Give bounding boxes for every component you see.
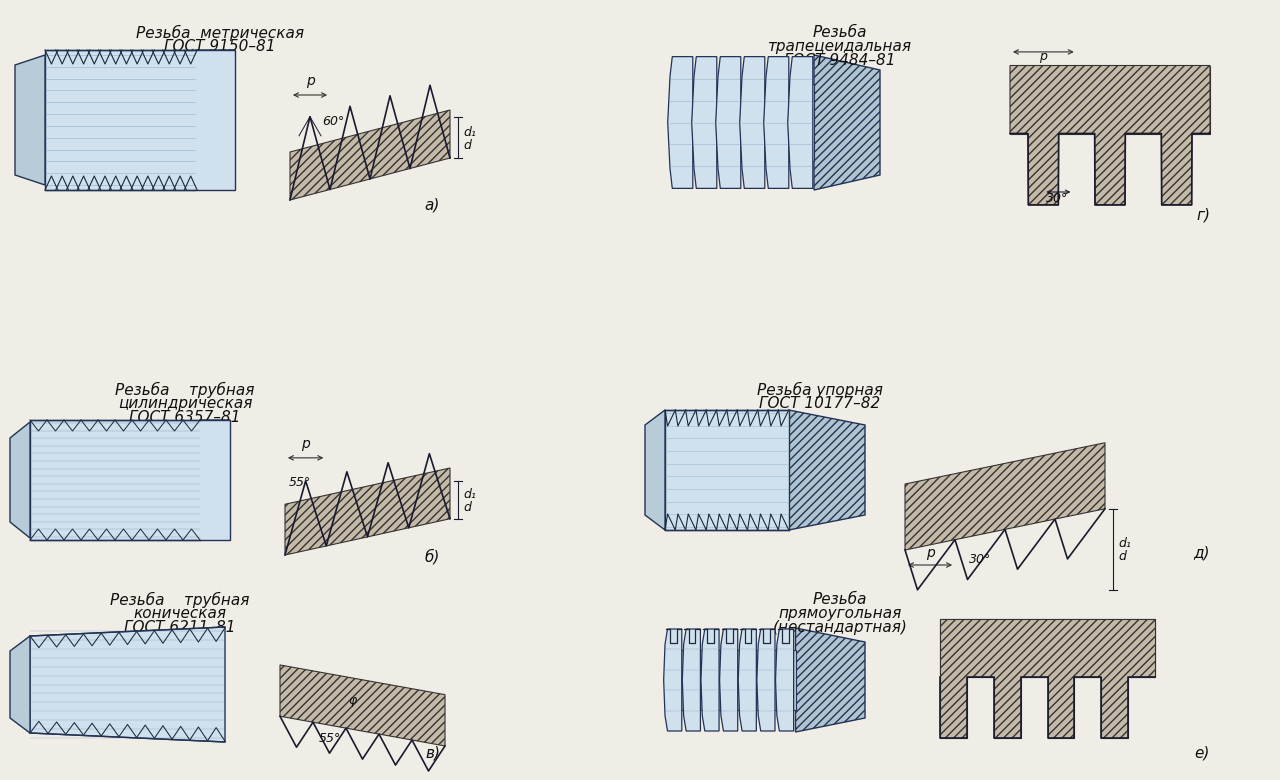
- Polygon shape: [1010, 66, 1210, 133]
- Polygon shape: [45, 50, 236, 190]
- Polygon shape: [280, 665, 445, 746]
- Text: 55°: 55°: [288, 476, 311, 489]
- Polygon shape: [285, 468, 451, 555]
- Polygon shape: [740, 57, 765, 189]
- Polygon shape: [691, 57, 717, 189]
- Polygon shape: [645, 410, 666, 530]
- Text: d: d: [463, 502, 471, 514]
- Text: е): е): [1194, 746, 1210, 761]
- Polygon shape: [719, 629, 737, 731]
- Polygon shape: [666, 650, 795, 710]
- Polygon shape: [10, 636, 29, 733]
- Text: Резьба упорная: Резьба упорная: [756, 382, 883, 398]
- Polygon shape: [788, 410, 865, 530]
- Text: г): г): [1196, 208, 1210, 223]
- Text: p: p: [1039, 51, 1047, 63]
- Polygon shape: [776, 629, 794, 731]
- Text: d₁: d₁: [1117, 537, 1130, 550]
- Text: 30°: 30°: [969, 553, 991, 566]
- Text: Резьба    трубная: Резьба трубная: [115, 382, 255, 398]
- Text: (нестандартная): (нестандартная): [773, 620, 908, 635]
- Polygon shape: [291, 110, 451, 200]
- Text: коническая: коническая: [133, 606, 227, 621]
- Text: d: d: [1117, 550, 1126, 563]
- Polygon shape: [29, 420, 230, 540]
- Text: φ: φ: [348, 694, 357, 707]
- Polygon shape: [701, 629, 719, 731]
- Polygon shape: [669, 83, 814, 161]
- Text: Резьба    трубная: Резьба трубная: [110, 592, 250, 608]
- Polygon shape: [787, 57, 813, 189]
- Text: ГОСТ 9484–81: ГОСТ 9484–81: [785, 53, 896, 68]
- Polygon shape: [814, 55, 881, 190]
- Text: d: d: [463, 139, 471, 152]
- Text: 30°: 30°: [1046, 192, 1068, 205]
- Polygon shape: [795, 628, 865, 732]
- Polygon shape: [666, 410, 788, 530]
- Text: d₁: d₁: [463, 488, 476, 502]
- Text: Резьба: Резьба: [813, 592, 868, 607]
- Text: д): д): [1193, 546, 1210, 561]
- Text: p: p: [306, 74, 315, 88]
- Polygon shape: [739, 629, 756, 731]
- Text: p: p: [925, 546, 934, 560]
- Polygon shape: [756, 629, 774, 731]
- Text: 55°: 55°: [319, 732, 340, 745]
- Text: б): б): [425, 549, 440, 565]
- Text: ГОСТ 10177–82: ГОСТ 10177–82: [759, 396, 881, 411]
- Text: ГОСТ 6211–81: ГОСТ 6211–81: [124, 620, 236, 635]
- Text: в): в): [425, 746, 440, 761]
- Polygon shape: [764, 57, 788, 189]
- Polygon shape: [29, 627, 225, 742]
- Text: трапецеидальная: трапецеидальная: [768, 39, 911, 54]
- Polygon shape: [1010, 66, 1210, 205]
- Polygon shape: [200, 420, 230, 540]
- Text: ГОСТ 6357–81: ГОСТ 6357–81: [129, 410, 241, 425]
- Text: цилиндрическая: цилиндрическая: [118, 396, 252, 411]
- Text: 60°: 60°: [323, 115, 344, 128]
- Polygon shape: [15, 55, 45, 185]
- Polygon shape: [663, 629, 682, 731]
- Polygon shape: [905, 443, 1105, 550]
- Text: p: p: [301, 437, 310, 451]
- Text: Резьба  метрическая: Резьба метрическая: [136, 25, 305, 41]
- Text: прямоугольная: прямоугольная: [778, 606, 901, 621]
- Polygon shape: [10, 422, 29, 538]
- Polygon shape: [682, 629, 700, 731]
- Polygon shape: [940, 619, 1155, 738]
- Text: а): а): [425, 198, 440, 213]
- Polygon shape: [940, 619, 1155, 677]
- Polygon shape: [668, 57, 692, 189]
- Text: Резьба: Резьба: [813, 25, 868, 40]
- Text: d₁: d₁: [463, 126, 476, 139]
- Text: ГОСТ 9150–81: ГОСТ 9150–81: [164, 39, 275, 54]
- Polygon shape: [195, 50, 236, 190]
- Polygon shape: [716, 57, 741, 189]
